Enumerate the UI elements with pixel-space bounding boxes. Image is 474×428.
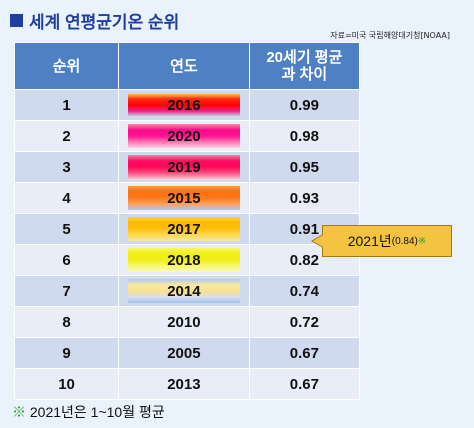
year-cell: 2017 [118, 213, 250, 245]
rank-cell: 2 [13, 120, 120, 152]
year-label: 2013 [167, 375, 201, 393]
footnote-mark-icon: ※ [12, 404, 26, 420]
page-title: 세계 연평균기온 순위 [10, 8, 179, 33]
rank-cell: 1 [13, 89, 120, 121]
header-diff: 20세기 평균 과 차이 [248, 42, 361, 90]
year-cell: 2015 [118, 182, 250, 214]
year-highlight: 2013 [128, 372, 240, 396]
diff-cell: 0.67 [248, 337, 361, 369]
source-note: 자료=미국 국립해양대기청[NOAA] [330, 31, 450, 40]
table-header-row: 순위 연도 20세기 평균 과 차이 [13, 42, 361, 90]
year-label: 2016 [167, 96, 201, 114]
bullet-square-icon [10, 14, 23, 27]
year-cell: 2019 [118, 151, 250, 183]
table-row: 9 2005 0.67 [13, 337, 361, 369]
year-label: 2017 [167, 220, 201, 238]
year-highlight: 2019 [127, 155, 240, 179]
year-highlight: 2017 [127, 217, 240, 241]
year-label: 2018 [167, 251, 201, 269]
year-cell: 2013 [118, 368, 250, 400]
diff-cell: 0.93 [248, 182, 361, 214]
rank-cell: 10 [13, 368, 120, 400]
header-diff-line1: 20세기 평균 [266, 49, 343, 66]
rank-cell: 8 [13, 306, 120, 338]
callout-year: 2021년 [347, 233, 392, 249]
table-row: 2 2020 0.98 [13, 120, 361, 152]
rank-cell: 6 [13, 244, 120, 276]
year-label: 2010 [167, 313, 201, 331]
year-label: 2014 [167, 282, 201, 300]
year-cell: 2005 [118, 337, 250, 369]
year-highlight: 2018 [127, 248, 240, 272]
table-row: 8 2010 0.72 [13, 306, 361, 338]
table-row: 3 2019 0.95 [13, 151, 361, 183]
diff-cell: 0.95 [248, 151, 361, 183]
year-highlight: 2014 [127, 279, 240, 303]
table-row: 10 2013 0.67 [13, 368, 361, 400]
table-row: 7 2014 0.74 [13, 275, 361, 307]
year-cell: 2018 [118, 244, 250, 276]
year-cell: 2016 [118, 89, 250, 121]
year-highlight: 2015 [127, 186, 240, 210]
diff-cell: 0.98 [248, 120, 361, 152]
footnote-text: 2021년은 1~10월 평균 [29, 404, 165, 420]
year-label: 2020 [167, 127, 201, 145]
table-row: 6 2018 0.82 [13, 244, 361, 276]
year-highlight: 2010 [128, 310, 240, 334]
diff-cell: 0.72 [248, 306, 361, 338]
diff-cell: 0.67 [248, 368, 361, 400]
year-cell: 2020 [118, 120, 250, 152]
table-row: 1 2016 0.99 [13, 89, 361, 121]
diff-cell: 0.74 [248, 275, 361, 307]
year-highlight: 2005 [128, 341, 240, 365]
year-highlight: 2016 [127, 93, 240, 117]
rank-cell: 9 [13, 337, 120, 369]
rank-cell: 7 [13, 275, 120, 307]
header-rank: 순위 [13, 42, 120, 90]
table-row: 4 2015 0.93 [13, 182, 361, 214]
callout-value: (0.84) [391, 235, 418, 247]
title-text: 세계 연평균기온 순위 [29, 13, 180, 32]
diff-cell: 0.99 [248, 89, 361, 121]
year-highlight: 2020 [127, 124, 240, 148]
header-year: 연도 [118, 42, 250, 90]
footnote: ※ 2021년은 1~10월 평균 [12, 402, 165, 422]
table-row: 5 2017 0.91 [13, 213, 361, 245]
header-diff-line2: 과 차이 [281, 66, 328, 83]
rank-cell: 5 [13, 213, 120, 245]
year-cell: 2014 [118, 275, 250, 307]
year-label: 2019 [167, 158, 201, 176]
table-body: 1 2016 0.99 2 2020 0.98 3 2019 0.95 4 2015 0.93 5 201… [13, 89, 361, 400]
year-label: 2005 [167, 344, 201, 362]
rank-cell: 3 [13, 151, 120, 183]
ranking-table: 순위 연도 20세기 평균 과 차이 1 2016 0.99 2 2020 0.98 3 20… [13, 42, 361, 400]
year-label: 2015 [167, 189, 201, 207]
year-cell: 2010 [118, 306, 250, 338]
callout-2021: 2021년 (0.84) ※ [311, 225, 452, 257]
rank-cell: 4 [13, 182, 120, 214]
reference-mark-icon: ※ [417, 235, 427, 247]
